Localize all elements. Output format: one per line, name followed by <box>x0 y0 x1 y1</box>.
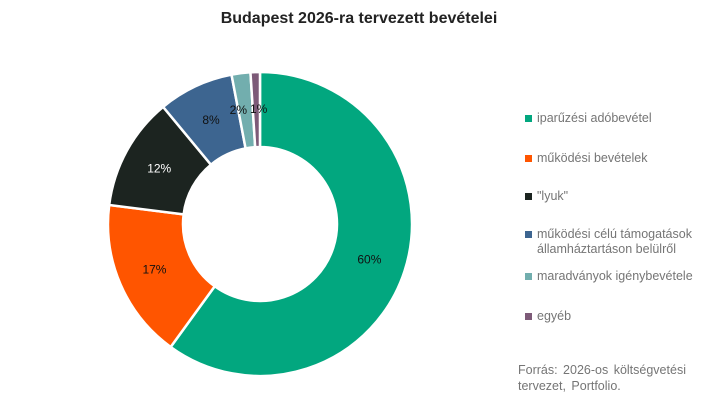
legend-label: maradványok igénybevétele <box>537 269 693 283</box>
legend-swatch <box>525 273 532 280</box>
slice-label-2: 12% <box>147 162 171 176</box>
legend-label: működési bevételek <box>537 151 648 165</box>
slice-label-1: 17% <box>142 263 166 277</box>
legend-item: működési célú támogatások államháztartás… <box>525 227 710 257</box>
slice-label-0: 60% <box>357 253 381 267</box>
slice-5 <box>249 70 262 149</box>
legend-item: iparűzési adóbevétel <box>525 111 652 126</box>
legend-item: egyéb <box>525 309 571 324</box>
source-note: Forrás: 2026-os költségvetési tervezet, … <box>518 363 686 393</box>
legend-swatch <box>525 193 532 200</box>
legend-swatch <box>525 313 532 320</box>
legend-label: iparűzési adóbevétel <box>537 111 652 125</box>
legend-item: működési bevételek <box>525 151 647 166</box>
slice-label-3: 8% <box>202 113 220 127</box>
legend-swatch <box>525 155 532 162</box>
legend-label: egyéb <box>537 309 572 323</box>
legend-label: "lyuk" <box>537 189 569 203</box>
legend-swatch <box>525 231 532 238</box>
legend-item: maradványok igénybevétele <box>525 269 693 284</box>
legend-label: működési célú támogatások államháztartás… <box>537 227 692 256</box>
chart-title: Budapest 2026-ra tervezett bevételei <box>220 10 498 27</box>
slice-label-5: 1% <box>250 102 268 116</box>
legend-swatch <box>525 115 532 122</box>
slice-0 <box>168 70 414 378</box>
slice-label-4: 2% <box>230 103 248 117</box>
legend-item: "lyuk" <box>525 189 568 204</box>
